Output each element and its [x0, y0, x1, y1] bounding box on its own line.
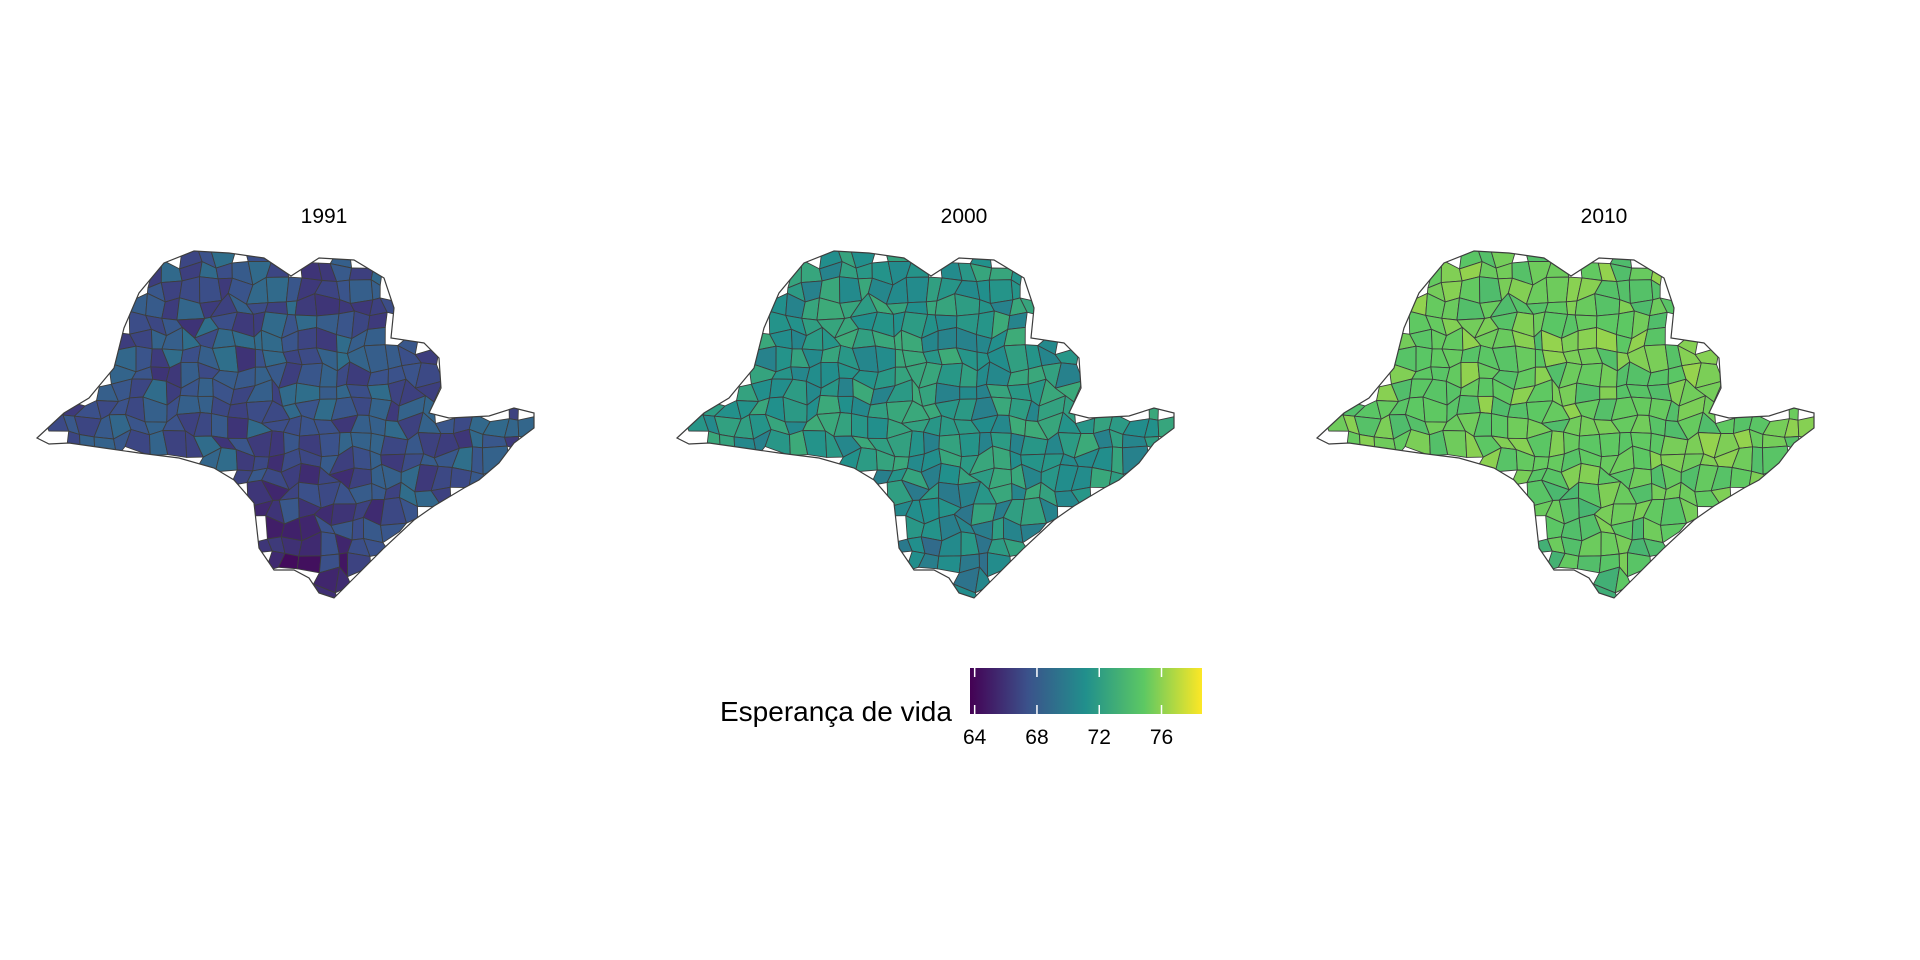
municipality-region: [1577, 327, 1597, 351]
municipality-region: [1599, 386, 1618, 400]
municipality-region: [1525, 251, 1552, 262]
municipality-region: [268, 430, 285, 458]
colorbar-tick-label: 64: [963, 726, 987, 749]
municipality-region: [1660, 435, 1689, 456]
municipality-region: [1729, 467, 1753, 488]
municipality-region: [197, 395, 214, 415]
colorbar-tick-label: 68: [1025, 726, 1048, 749]
municipality-region: [1507, 416, 1529, 440]
municipality-region: [988, 279, 1014, 304]
panel-title: 1991: [300, 205, 348, 228]
state-border: [675, 250, 1175, 599]
state-map: [675, 250, 1175, 599]
municipality-region: [468, 470, 495, 488]
municipality-region: [905, 276, 930, 304]
municipality-region: [1748, 470, 1775, 488]
municipality-region: [816, 394, 841, 415]
state-border: [35, 250, 535, 599]
municipality-region: [1578, 462, 1601, 486]
municipality-region: [380, 522, 407, 544]
municipality-region: [867, 416, 889, 440]
municipality-region: [867, 402, 889, 420]
municipality-region: [959, 386, 978, 400]
colorbar-tick-label: 72: [1088, 726, 1111, 749]
municipality-region: [1507, 402, 1529, 420]
municipality-region: [348, 279, 374, 304]
municipality-region: [1628, 279, 1654, 304]
municipality-region: [227, 416, 249, 440]
panel-title: 2000: [940, 205, 988, 228]
municipality-region: [1548, 430, 1565, 458]
map-panel-2010: 2010: [1304, 205, 1904, 645]
municipality-region: [125, 292, 148, 316]
state-map: [1315, 250, 1815, 599]
municipality-region: [471, 446, 484, 475]
municipality-region: [449, 467, 473, 488]
municipality-region: [938, 462, 961, 486]
municipality-region: [1089, 467, 1113, 488]
municipality-region: [1003, 326, 1026, 347]
municipality-region: [1545, 276, 1570, 304]
municipality-region: [1477, 377, 1494, 397]
map-panel-1991: 1991: [24, 205, 624, 645]
municipality-region: [265, 276, 290, 304]
municipality-region: [1020, 435, 1049, 456]
colorbar: 64 68 72 76: [963, 668, 1202, 749]
municipality-region: [517, 414, 534, 440]
municipality-region: [765, 292, 788, 316]
municipality-region: [380, 435, 409, 456]
colorbar-gradient: [970, 668, 1202, 714]
municipality-region: [936, 555, 962, 574]
municipality-region: [227, 402, 249, 420]
municipality-region: [991, 516, 1005, 541]
municipality-region: [297, 327, 317, 351]
municipality-region: [351, 516, 365, 541]
municipality-region: [319, 386, 338, 400]
municipality-region: [1122, 445, 1150, 475]
municipality-region: [1631, 516, 1645, 541]
municipality-region: [1751, 446, 1764, 475]
municipality-region: [885, 251, 912, 262]
municipality-region: [1108, 470, 1135, 488]
municipality-region: [1598, 432, 1621, 458]
map-panel-2000: 2000: [664, 205, 1264, 645]
municipality-region: [197, 377, 214, 397]
municipality-region: [363, 326, 386, 347]
municipality-region: [318, 432, 341, 458]
municipality-region: [1477, 395, 1494, 415]
municipality-region: [1456, 394, 1481, 415]
municipality-region: [837, 377, 854, 397]
state-map: [35, 250, 535, 599]
state-border: [1315, 250, 1815, 599]
municipality-region: [1020, 522, 1047, 544]
municipality-region: [1660, 522, 1687, 544]
municipality-region: [1490, 413, 1509, 439]
municipality-region: [1643, 326, 1666, 347]
color-legend: Esperança de vida 64 68 72 76: [700, 668, 1260, 758]
municipality-region: [1576, 555, 1602, 574]
municipality-region: [1157, 414, 1174, 440]
municipality-region: [176, 394, 201, 415]
municipality-region: [298, 462, 321, 486]
municipality-region: [1797, 414, 1814, 440]
municipality-region: [1111, 446, 1124, 475]
municipality-region: [245, 251, 272, 262]
municipality-region: [482, 445, 510, 475]
municipality-region: [296, 555, 322, 574]
municipality-region: [1405, 292, 1428, 316]
colorbar-tick-label: 76: [1150, 726, 1173, 749]
panel-title: 2010: [1580, 205, 1628, 228]
municipality-region: [908, 430, 925, 458]
legend-title: Esperança de vida: [720, 696, 952, 727]
municipality-region: [837, 395, 854, 415]
municipality-region: [850, 413, 869, 439]
municipality-region: [1762, 445, 1790, 475]
municipality-region: [210, 413, 229, 439]
municipality-region: [958, 432, 981, 458]
municipality-region: [937, 327, 957, 351]
